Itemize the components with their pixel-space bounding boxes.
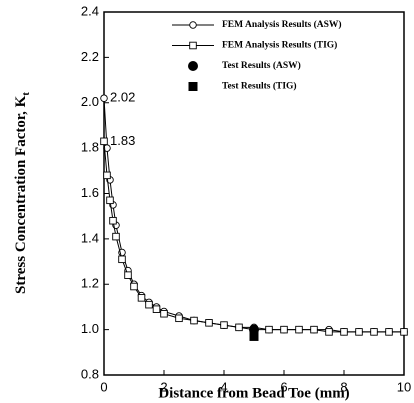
data-point [145, 300, 153, 309]
data-point [400, 328, 408, 336]
data-point [310, 325, 318, 334]
data-point [249, 331, 259, 341]
data-point [106, 196, 114, 205]
y-tick-label: 1.4 [81, 230, 99, 245]
data-point [220, 321, 228, 329]
y-tick-label: 1.2 [81, 276, 99, 291]
data-point [280, 325, 288, 334]
y-tick-label: 1.8 [81, 140, 99, 155]
data-point [385, 328, 393, 336]
data-point [205, 319, 213, 327]
y-tick-label: 1.0 [81, 321, 99, 336]
data-point [265, 325, 273, 334]
data-point [152, 305, 161, 313]
series-line [103, 98, 404, 333]
data-point [100, 137, 108, 146]
x-tick-label: 2 [160, 379, 167, 394]
data-point [190, 316, 198, 325]
legend-marker [189, 41, 197, 50]
x-axis-label: Distance from Bead Toe (mm) [158, 385, 349, 401]
data-point [295, 325, 303, 334]
annotation: 2.02 [110, 90, 135, 105]
data-point [137, 294, 146, 302]
data-point [109, 216, 117, 225]
data-point [175, 314, 183, 323]
data-point [130, 282, 138, 291]
x-tick-label: 10 [397, 379, 411, 394]
y-tick-label: 0.8 [81, 366, 99, 381]
data-point [355, 328, 363, 336]
x-tick-label: 4 [220, 379, 227, 394]
series-line [103, 141, 404, 333]
annotation: 1.83 [110, 133, 135, 148]
data-point [160, 309, 168, 318]
y-axis-label-text: Stress Concentration Factor, K [13, 95, 29, 294]
data-point [100, 94, 108, 102]
y-tick-label: 1.6 [81, 185, 99, 200]
data-point [103, 171, 111, 180]
y-axis-label: Stress Concentration Factor, Kt [13, 92, 31, 294]
data-point [124, 271, 132, 279]
legend-label: FEM Analysis Results (ASW) [222, 19, 342, 30]
legend-label: Test Results (ASW) [222, 60, 301, 71]
legend-marker [188, 61, 198, 71]
legend-label: FEM Analysis Results (TIG) [222, 40, 337, 51]
y-axis-label-subscript: t [20, 92, 32, 96]
x-tick-label: 8 [340, 379, 347, 394]
y-tick-label: 2.0 [81, 94, 99, 109]
data-point [112, 232, 120, 241]
data-point [235, 323, 243, 332]
legend-marker [188, 82, 198, 91]
x-tick-label: 6 [280, 379, 287, 394]
data-point [370, 328, 378, 336]
x-tick-label: 0 [100, 379, 107, 394]
legend-label: Test Results (TIG) [222, 81, 297, 92]
data-point [325, 328, 333, 336]
y-tick-label: 2.2 [81, 49, 99, 64]
y-tick-label: 2.4 [81, 3, 99, 18]
legend-marker [189, 21, 197, 29]
data-point [118, 255, 126, 264]
data-point [340, 328, 348, 336]
